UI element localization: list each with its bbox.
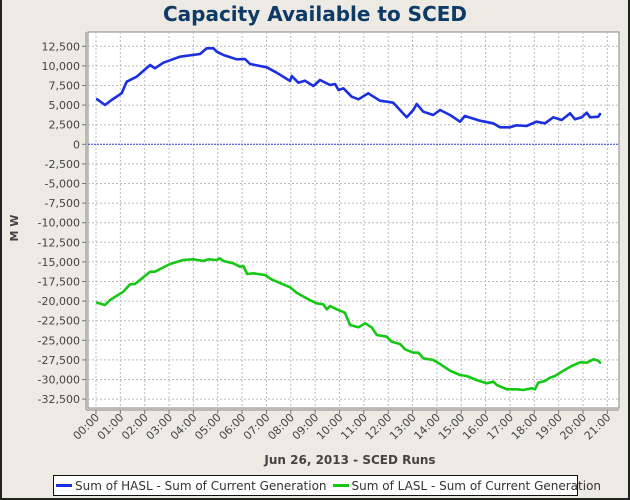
x-tick-label: 15:00 [436, 411, 468, 443]
y-tick-label: 2,500 [49, 119, 81, 132]
y-tick-label: -25,000 [38, 334, 80, 347]
x-tick-label: 04:00 [168, 411, 200, 443]
x-tick-label: 07:00 [241, 411, 273, 443]
y-tick-label: -5,000 [45, 178, 80, 191]
y-tick-label: -22,500 [38, 315, 80, 328]
legend-swatch-lasl [332, 484, 349, 487]
x-tick-label: 01:00 [95, 411, 127, 443]
legend-label-lasl: Sum of LASL - Sum of Current Generation [351, 478, 602, 493]
y-axis-label: M W [8, 214, 21, 242]
series-line-lasl [95, 256, 602, 392]
x-tick-label: 10:00 [314, 411, 346, 443]
y-axis-ticks: 12,500 10,000 7,500 5,000 2,500 0 -2,500 -5,000… [38, 40, 86, 406]
x-tick-label: 12:00 [363, 411, 395, 443]
x-tick-label: 11:00 [338, 411, 370, 443]
x-axis-label: Jun 26, 2013 - SCED Runs [264, 453, 436, 467]
y-tick-label: -32,500 [38, 393, 80, 406]
x-tick-label: 03:00 [144, 411, 176, 443]
y-tick-label: 10,000 [42, 60, 81, 73]
x-axis-ticks: 00:0001:0002:0003:0004:0005:0006:0007:00… [71, 410, 614, 443]
x-tick-label: 18:00 [509, 411, 541, 443]
y-tick-label: -7,500 [45, 197, 80, 210]
x-tick-label: 20:00 [558, 411, 590, 443]
y-tick-label: 5,000 [49, 99, 81, 112]
x-tick-label: 19:00 [533, 411, 565, 443]
x-tick-label: 14:00 [411, 411, 443, 443]
legend-label-hasl: Sum of HASL - Sum of Current Generation [75, 478, 327, 493]
y-tick-label: -20,000 [38, 295, 80, 308]
legend-item-hasl[interactable]: Sum of HASL - Sum of Current Generation [56, 479, 327, 493]
x-tick-label: 09:00 [290, 411, 322, 443]
y-tick-label: -27,500 [38, 354, 80, 367]
y-tick-label: -2,500 [45, 158, 80, 171]
y-tick-label: 7,500 [49, 80, 81, 93]
x-tick-label: 16:00 [460, 411, 492, 443]
gridlines [88, 32, 619, 408]
y-tick-label: -17,500 [38, 276, 80, 289]
y-tick-label: -15,000 [38, 256, 80, 269]
legend-item-lasl[interactable]: Sum of LASL - Sum of Current Generation [332, 478, 602, 493]
plot-area [87, 31, 620, 409]
legend: Sum of HASL - Sum of Current Generation … [53, 475, 601, 496]
y-tick-label: 12,500 [42, 40, 81, 53]
x-tick-label: 05:00 [192, 411, 224, 443]
x-tick-label: 17:00 [484, 411, 516, 443]
chart-title: Capacity Available to SCED [162, 2, 468, 26]
series-line-hasl [95, 46, 602, 129]
y-tick-label: -30,000 [38, 374, 80, 387]
y-tick-label: 0 [73, 138, 80, 151]
series-lines [95, 46, 602, 392]
x-tick-label: 06:00 [217, 411, 249, 443]
x-tick-label: 13:00 [387, 411, 419, 443]
y-tick-label: -12,500 [38, 236, 80, 249]
x-tick-label: 02:00 [119, 411, 151, 443]
x-tick-label: 21:00 [582, 411, 614, 443]
y-tick-label: -10,000 [38, 217, 80, 230]
legend-swatch-hasl [56, 484, 72, 487]
x-tick-label: 00:00 [71, 411, 103, 443]
x-tick-label: 08:00 [265, 411, 297, 443]
